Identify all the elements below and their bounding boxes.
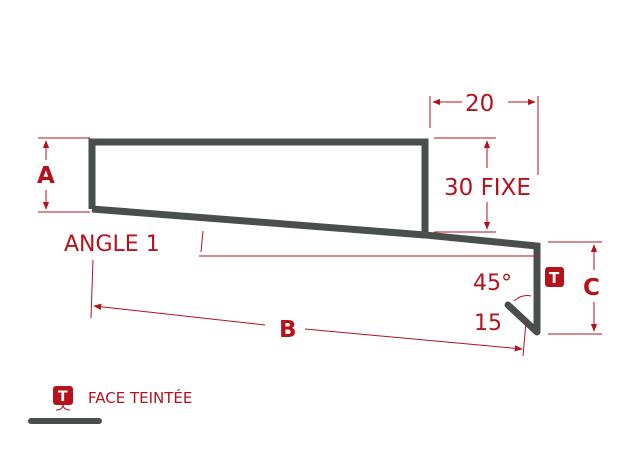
flashing-sloped-underside: [91, 205, 426, 239]
legend-text: FACE TEINTÉE: [88, 388, 192, 407]
tinted-face-badge: T: [545, 267, 564, 287]
legend: T FACE TEINTÉE: [28, 386, 192, 424]
dimension-c: [548, 241, 602, 335]
dimension-30-fixe: [434, 137, 496, 233]
label-top-width: 20: [465, 91, 494, 117]
label-a: A: [37, 163, 55, 189]
label-fixed-height: 30 FIXE: [444, 175, 531, 201]
badge-letter: T: [549, 269, 560, 287]
angle-1-reference: [199, 230, 539, 257]
dimension-20: [429, 96, 539, 175]
label-return-15: 15: [474, 311, 502, 336]
label-angle-1: ANGLE 1: [64, 232, 160, 257]
label-b: B: [279, 317, 297, 343]
legend-bracket: [55, 403, 71, 411]
dimension-a: [38, 137, 90, 213]
legend-badge: [53, 386, 73, 405]
flashing-return-hem: [504, 301, 541, 336]
flashing-profile: [88, 138, 541, 332]
dimension-b: [90, 259, 527, 357]
angle-45-arc: [513, 295, 532, 302]
legend-badge-letter: T: [58, 389, 68, 405]
label-45-degrees: 45°: [473, 271, 512, 296]
label-c: C: [583, 275, 600, 301]
